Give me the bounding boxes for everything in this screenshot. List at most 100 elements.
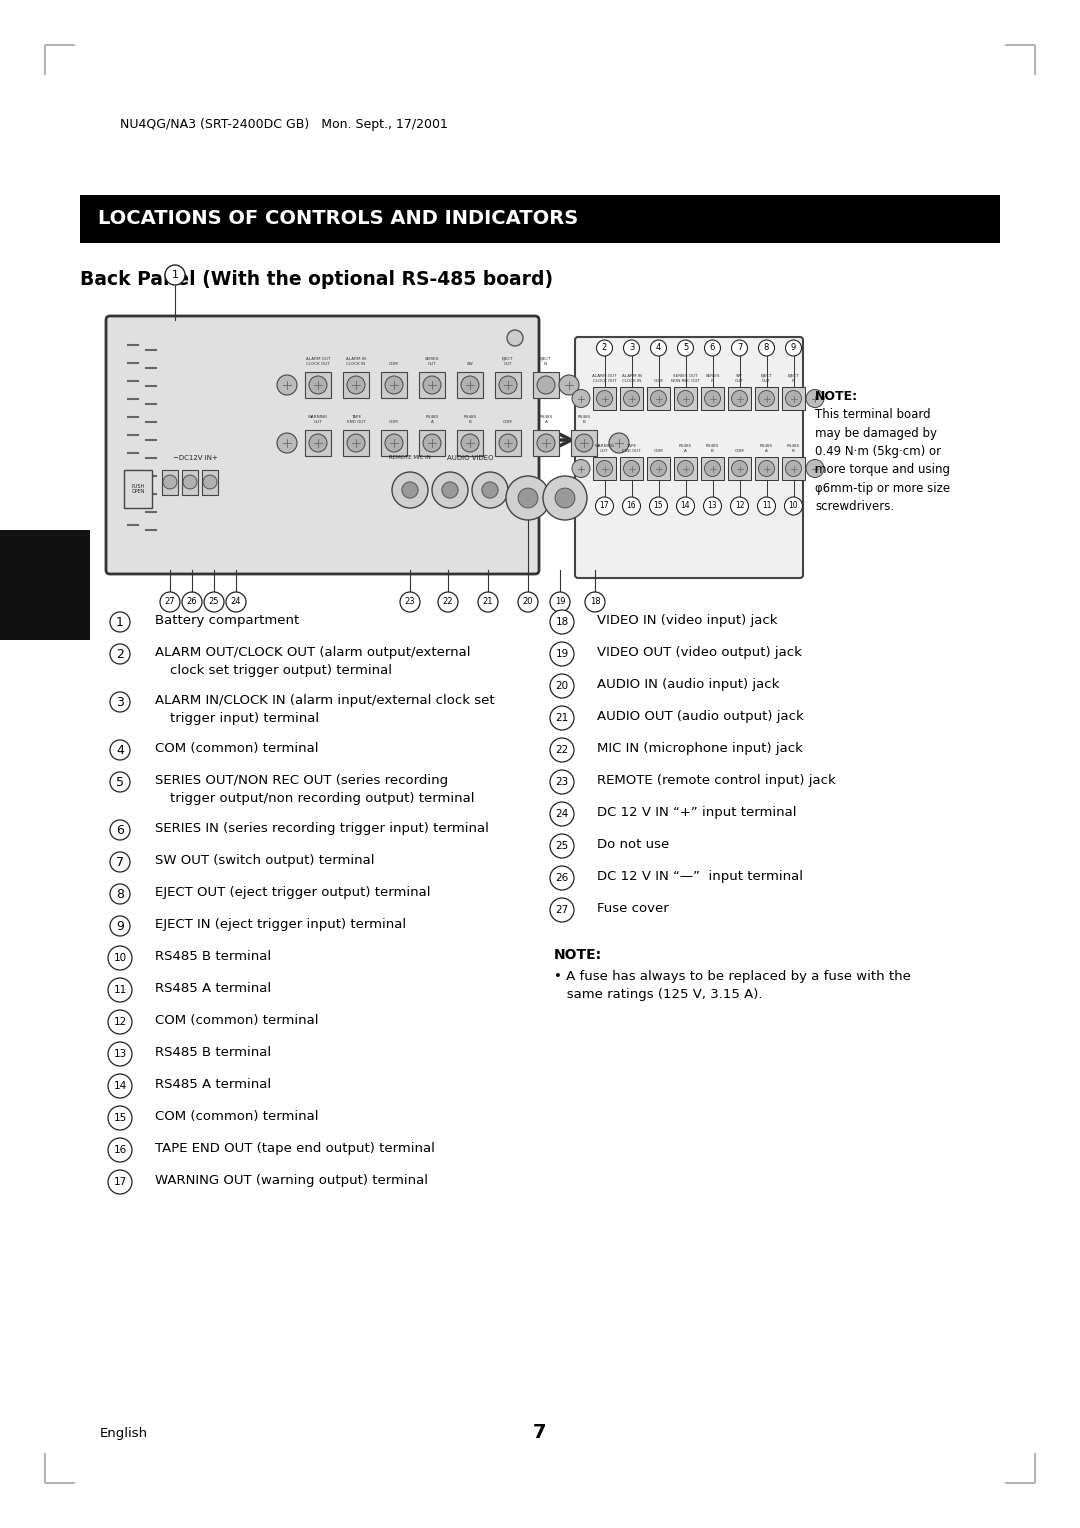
Text: 11: 11	[113, 986, 126, 995]
Circle shape	[623, 391, 639, 406]
Text: COM: COM	[734, 449, 744, 452]
Text: SW
OUT: SW OUT	[735, 374, 744, 384]
Circle shape	[575, 434, 593, 452]
Circle shape	[677, 391, 693, 406]
Text: COM (common) terminal: COM (common) terminal	[156, 743, 319, 755]
Circle shape	[623, 341, 639, 356]
Text: RS485
B: RS485 B	[578, 416, 591, 423]
Bar	[647, 387, 670, 410]
Text: Fuse cover: Fuse cover	[597, 902, 669, 915]
Text: ALARM IN
CLOCK IN: ALARM IN CLOCK IN	[622, 374, 642, 384]
Text: EJECT OUT (eject trigger output) terminal: EJECT OUT (eject trigger output) termina…	[156, 886, 431, 898]
Circle shape	[704, 391, 720, 406]
Text: VIDEO IN (video input) jack: VIDEO IN (video input) jack	[597, 614, 778, 626]
Text: RS485
A: RS485 A	[679, 445, 692, 452]
Text: REMOTE (remote control input) jack: REMOTE (remote control input) jack	[597, 775, 836, 787]
Circle shape	[402, 481, 418, 498]
Text: English: English	[100, 1427, 148, 1439]
Bar	[534, 429, 559, 455]
Text: 6: 6	[116, 824, 124, 836]
Bar	[674, 387, 697, 410]
Circle shape	[309, 434, 327, 452]
Text: COM (common) terminal: COM (common) terminal	[156, 1109, 319, 1123]
Circle shape	[442, 481, 458, 498]
Circle shape	[730, 497, 748, 515]
Circle shape	[276, 374, 297, 396]
Text: 25: 25	[208, 597, 219, 607]
Circle shape	[650, 341, 666, 356]
Circle shape	[650, 460, 666, 477]
Text: COM: COM	[389, 420, 399, 423]
Circle shape	[543, 477, 588, 520]
Text: trigger output/non recording output) terminal: trigger output/non recording output) ter…	[170, 792, 474, 805]
Text: 20: 20	[555, 681, 568, 691]
Text: NOTE:: NOTE:	[815, 390, 859, 403]
Text: AUDIO OUT (audio output) jack: AUDIO OUT (audio output) jack	[597, 711, 804, 723]
Text: NOTE:: NOTE:	[554, 947, 603, 963]
Circle shape	[550, 706, 573, 730]
Text: 16: 16	[113, 1144, 126, 1155]
Text: RS485 A terminal: RS485 A terminal	[156, 983, 271, 995]
Text: 20: 20	[523, 597, 534, 607]
Text: COM (common) terminal: COM (common) terminal	[156, 1015, 319, 1027]
Text: RS485
B: RS485 B	[787, 445, 800, 452]
Text: EJECT IN (eject trigger input) terminal: EJECT IN (eject trigger input) terminal	[156, 918, 406, 931]
Circle shape	[507, 330, 523, 345]
Bar	[495, 429, 521, 455]
Circle shape	[550, 642, 573, 666]
Text: TAPE
END OUT: TAPE END OUT	[622, 445, 640, 452]
Text: REMOTE MIC IN: REMOTE MIC IN	[389, 455, 431, 460]
Circle shape	[110, 915, 130, 937]
Bar	[755, 387, 778, 410]
Text: SERIES
IN: SERIES IN	[705, 374, 719, 384]
Text: 9: 9	[791, 344, 796, 353]
Circle shape	[731, 460, 747, 477]
Circle shape	[559, 374, 579, 396]
Text: 15: 15	[113, 1112, 126, 1123]
Text: 5: 5	[683, 344, 688, 353]
Circle shape	[461, 434, 480, 452]
Circle shape	[499, 434, 517, 452]
Text: Battery compartment: Battery compartment	[156, 614, 299, 626]
Circle shape	[550, 674, 573, 698]
Text: MIC IN (microphone input) jack: MIC IN (microphone input) jack	[597, 743, 802, 755]
Text: 12: 12	[113, 1018, 126, 1027]
Text: 22: 22	[555, 746, 569, 755]
Text: RS485
A: RS485 A	[426, 416, 438, 423]
Circle shape	[550, 866, 573, 889]
Text: DC 12 V IN “—”  input terminal: DC 12 V IN “—” input terminal	[597, 869, 804, 883]
Bar	[305, 429, 330, 455]
Circle shape	[785, 460, 801, 477]
Circle shape	[677, 341, 693, 356]
Bar	[620, 387, 643, 410]
Text: 16: 16	[626, 501, 636, 510]
Text: 26: 26	[555, 872, 569, 883]
Circle shape	[595, 497, 613, 515]
Circle shape	[110, 853, 130, 872]
Circle shape	[108, 978, 132, 1002]
Text: 2: 2	[116, 648, 124, 660]
Text: 23: 23	[405, 597, 416, 607]
Text: 19: 19	[555, 649, 569, 659]
Text: RS485 A terminal: RS485 A terminal	[156, 1077, 271, 1091]
Circle shape	[183, 591, 202, 613]
Text: RS485 B terminal: RS485 B terminal	[156, 950, 271, 963]
Circle shape	[110, 740, 130, 759]
Text: WARNING
OUT: WARNING OUT	[594, 445, 615, 452]
Text: −DC12V IN+: −DC12V IN+	[173, 455, 217, 461]
Circle shape	[203, 475, 217, 489]
Circle shape	[623, 460, 639, 477]
Circle shape	[499, 376, 517, 394]
Bar	[728, 457, 751, 480]
Text: 2: 2	[602, 344, 607, 353]
Text: DC 12 V IN “+” input terminal: DC 12 V IN “+” input terminal	[597, 805, 797, 819]
Text: 7: 7	[737, 344, 742, 353]
Text: 24: 24	[231, 597, 241, 607]
Circle shape	[676, 497, 694, 515]
Circle shape	[478, 591, 498, 613]
Text: SW OUT (switch output) terminal: SW OUT (switch output) terminal	[156, 854, 375, 866]
Text: RS485 B terminal: RS485 B terminal	[156, 1047, 271, 1059]
Circle shape	[550, 738, 573, 762]
Circle shape	[400, 591, 420, 613]
Text: COM: COM	[653, 449, 663, 452]
